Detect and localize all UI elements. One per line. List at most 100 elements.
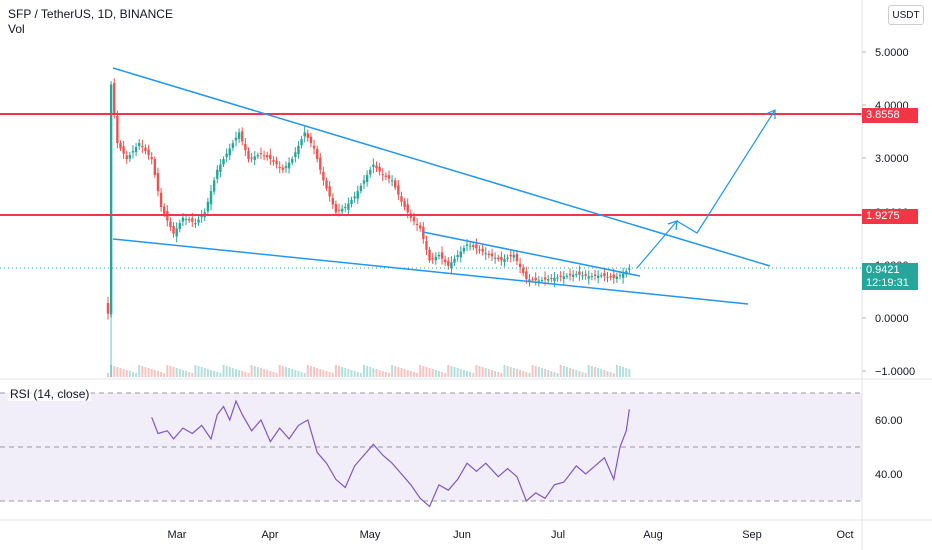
candle-body xyxy=(556,277,559,279)
candle-body xyxy=(216,169,219,179)
price-pane[interactable] xyxy=(0,67,862,377)
candle-body xyxy=(497,257,500,260)
candle-body xyxy=(590,276,594,278)
volume-bar xyxy=(441,372,444,377)
volume-bar xyxy=(188,372,191,377)
volume-bar xyxy=(572,369,575,377)
volume-bar xyxy=(387,373,390,377)
candle-body xyxy=(106,303,110,314)
volume-bar xyxy=(156,371,159,377)
volume-bar xyxy=(341,367,344,377)
volume-bar xyxy=(431,369,434,377)
volume-bar xyxy=(297,371,300,377)
volume-bar xyxy=(447,365,450,377)
volume-legend[interactable]: Vol xyxy=(8,22,25,36)
candle-body xyxy=(306,133,310,138)
volume-bar xyxy=(515,369,518,377)
volume-bar xyxy=(241,371,244,377)
volume-bar xyxy=(509,367,512,377)
volume-bar xyxy=(294,370,297,377)
candle-body xyxy=(300,139,303,146)
volume-bar xyxy=(484,368,487,377)
candle-body xyxy=(456,255,459,257)
volume-bar xyxy=(409,371,412,377)
candle-body xyxy=(422,226,425,240)
time-tick-label: Jun xyxy=(453,529,471,541)
candle-body xyxy=(397,185,400,195)
time-tick-label: Aug xyxy=(643,529,663,541)
candle-body xyxy=(138,143,141,147)
candle-body xyxy=(244,143,247,151)
currency-button[interactable]: USDT xyxy=(888,5,924,25)
candle-body xyxy=(247,150,250,160)
volume-bar xyxy=(462,370,465,377)
candle-body xyxy=(428,249,431,261)
rsi-tick-label: 60.00 xyxy=(875,415,903,427)
volume-bar xyxy=(313,367,316,377)
volume-bar xyxy=(575,370,578,377)
volume-bar xyxy=(263,369,266,377)
volume-bar xyxy=(185,371,188,377)
candle-body xyxy=(331,198,334,205)
candle-body xyxy=(219,164,222,172)
candle-body xyxy=(403,201,406,208)
volume-bar xyxy=(578,371,581,377)
candle-body xyxy=(303,132,306,137)
volume-bar xyxy=(284,367,287,377)
candle-body xyxy=(359,185,363,192)
candle-body xyxy=(172,225,175,234)
candle-body xyxy=(559,275,562,277)
bar-countdown-label: 12:19:31 xyxy=(862,277,918,290)
candle-body xyxy=(369,169,372,175)
candle-body xyxy=(537,280,541,282)
volume-bar xyxy=(259,368,262,377)
volume-bar xyxy=(344,368,347,377)
volume-bar xyxy=(138,365,141,377)
volume-bar xyxy=(316,368,319,377)
volume-bar xyxy=(147,368,150,377)
rsi-pane[interactable] xyxy=(0,392,862,508)
volume-bar xyxy=(537,367,540,377)
volume-bar xyxy=(206,369,209,377)
volume-bar xyxy=(322,370,325,377)
volume-bar xyxy=(131,372,134,377)
volume-bar xyxy=(178,369,181,377)
candle-body xyxy=(197,219,200,223)
symbol-title[interactable]: SFP / TetherUS, 1D, BINANCE xyxy=(8,7,173,21)
volume-bar xyxy=(160,372,163,377)
volume-bar xyxy=(478,366,481,377)
candle-body xyxy=(278,167,281,169)
volume-bar xyxy=(412,372,415,377)
candle-body xyxy=(478,249,481,251)
volume-bar xyxy=(622,367,625,377)
candle-body xyxy=(141,145,144,148)
volume-bar xyxy=(628,369,631,377)
candle-body xyxy=(503,259,506,262)
candle-body xyxy=(365,175,369,183)
volume-bar xyxy=(594,367,597,377)
candle-body xyxy=(119,143,122,149)
volume-bar xyxy=(250,365,253,377)
volume-bar xyxy=(481,367,484,377)
candle-body xyxy=(281,167,285,170)
candle-body xyxy=(222,159,225,165)
volume-bar xyxy=(153,370,156,377)
volume-bar xyxy=(247,373,250,377)
volume-bar xyxy=(366,366,369,377)
volume-bar xyxy=(200,367,203,377)
candle-body xyxy=(500,256,503,261)
rsi-legend[interactable]: RSI (14, close) xyxy=(8,387,92,401)
candle-body xyxy=(340,208,344,212)
candle-body xyxy=(512,255,516,258)
candle-body xyxy=(378,166,381,172)
candle-body xyxy=(518,263,522,268)
candle-body xyxy=(325,180,328,189)
volume-bar xyxy=(534,366,537,377)
candle-body xyxy=(431,258,434,260)
volume-bar xyxy=(119,368,122,377)
candle-body xyxy=(621,273,625,278)
candle-body xyxy=(468,245,472,247)
candle-body xyxy=(253,156,256,160)
candle-body xyxy=(462,247,466,252)
